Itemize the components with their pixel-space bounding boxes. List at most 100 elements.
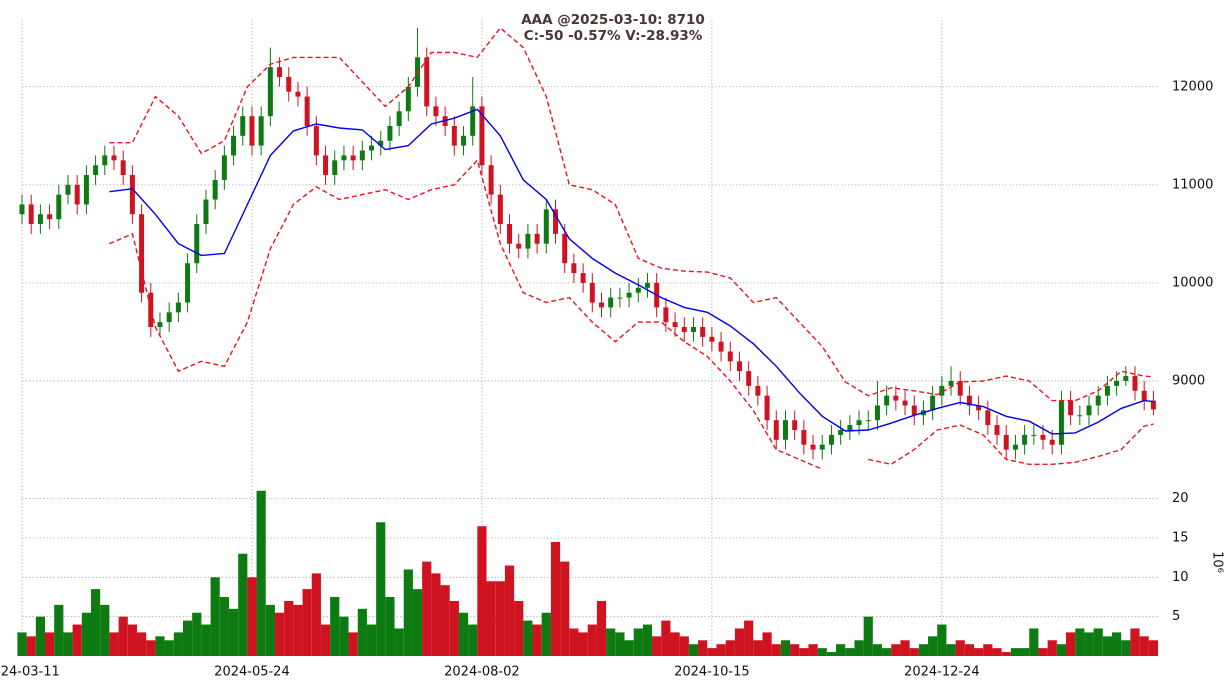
band-line <box>109 26 1154 402</box>
volume-bar <box>182 620 193 656</box>
candle-body <box>157 322 163 328</box>
volume-bar <box>1001 652 1011 656</box>
chart-title: AAA @2025-03-10: 8710 <box>521 12 705 28</box>
volume-bar <box>1093 628 1103 656</box>
volume-bar <box>955 640 965 656</box>
volume-bar <box>523 620 533 656</box>
volume-bar <box>780 640 791 656</box>
candle-body <box>139 214 145 293</box>
volume-bar <box>964 644 975 656</box>
candle-body <box>83 175 89 205</box>
volume-bar <box>422 561 432 656</box>
candle-body <box>359 150 365 161</box>
volume-bar <box>63 632 73 656</box>
candle-body <box>985 410 991 426</box>
y-tick-label: 9000 <box>1172 373 1205 388</box>
chart-subtitle: C:-50 -0.57% V:-28.93% <box>524 28 703 44</box>
volume-bar <box>799 648 809 656</box>
volume-bar <box>891 644 901 656</box>
candle-body <box>948 380 954 386</box>
candle-body <box>166 312 172 323</box>
candle-body <box>28 204 34 225</box>
candle-body <box>1003 434 1009 450</box>
candle-body <box>65 184 71 195</box>
x-tick-label: 2024-12-24 <box>904 665 980 680</box>
candle-body <box>764 395 770 421</box>
volume-bar <box>541 612 551 656</box>
candle-body <box>267 67 273 117</box>
candle-body <box>1095 395 1101 406</box>
x-tick-label: 2024-03-11 <box>0 665 60 680</box>
volume-bar <box>35 616 45 656</box>
candle-body <box>185 263 191 303</box>
x-tick-label: 2024-08-02 <box>444 665 520 680</box>
volume-bar <box>550 541 561 656</box>
candle-body <box>304 96 310 127</box>
volume-bar <box>385 596 395 656</box>
candle-body <box>488 165 494 195</box>
candle-body <box>966 395 972 406</box>
volume-bar <box>440 585 450 656</box>
candle-body <box>129 175 135 215</box>
volume-bar <box>762 632 772 656</box>
volume-bar <box>109 632 119 656</box>
volume-bar <box>81 612 91 656</box>
volume-bar <box>72 624 82 656</box>
candle-body <box>865 420 871 422</box>
volume-bar <box>744 620 754 656</box>
volume-tick-label: 10 <box>1172 570 1189 585</box>
candle-body <box>148 292 154 328</box>
candle-body <box>608 297 614 308</box>
volume-bar <box>615 632 625 656</box>
volume-bar <box>1010 648 1021 656</box>
volume-bar <box>1056 644 1067 656</box>
candle-body <box>461 135 467 146</box>
volume-bar <box>532 624 542 656</box>
volume-bar <box>1130 628 1140 656</box>
candle-body <box>635 287 641 293</box>
candle-body <box>617 297 623 299</box>
volume-bar <box>946 644 956 656</box>
volume-bar <box>606 628 616 656</box>
candle-body <box>994 425 1000 435</box>
volume-bar <box>900 640 910 656</box>
volume-bar <box>320 624 331 656</box>
candle-body <box>957 380 963 396</box>
candle-body <box>644 282 650 288</box>
volume-bar <box>26 636 36 656</box>
candle-body <box>663 307 669 323</box>
volume-bar <box>155 636 165 656</box>
volume-bar <box>716 644 726 656</box>
y-tick-label: 11000 <box>1172 177 1213 192</box>
volume-bar <box>596 600 607 656</box>
volume-bar <box>1020 648 1030 656</box>
volume-bar <box>486 581 496 656</box>
volume-bar <box>201 624 211 656</box>
volume-bar <box>587 624 597 656</box>
candle-body <box>976 405 982 411</box>
candle-body <box>323 155 329 176</box>
candle-body <box>433 106 439 117</box>
volume-bar <box>495 581 505 656</box>
volume-bar <box>357 608 367 656</box>
candle-body <box>580 273 586 283</box>
volume-bar <box>808 644 818 656</box>
candle-body <box>709 336 715 342</box>
volume-bar <box>136 632 147 656</box>
candle-body <box>74 184 80 205</box>
volume-bar <box>983 644 993 656</box>
volume-bar <box>412 589 423 656</box>
candle-body <box>838 429 844 435</box>
volume-tick-label: 5 <box>1172 609 1180 624</box>
volume-bar <box>228 608 239 656</box>
candle-body <box>727 351 733 362</box>
candle-body <box>534 233 540 244</box>
candle-body <box>782 420 788 440</box>
candle-body <box>507 224 513 244</box>
candle-body <box>1104 385 1110 396</box>
volume-bar <box>219 596 229 656</box>
candle-body <box>792 420 798 430</box>
candle-body <box>525 233 531 249</box>
candle-body <box>874 405 880 421</box>
candle-body <box>626 292 632 298</box>
